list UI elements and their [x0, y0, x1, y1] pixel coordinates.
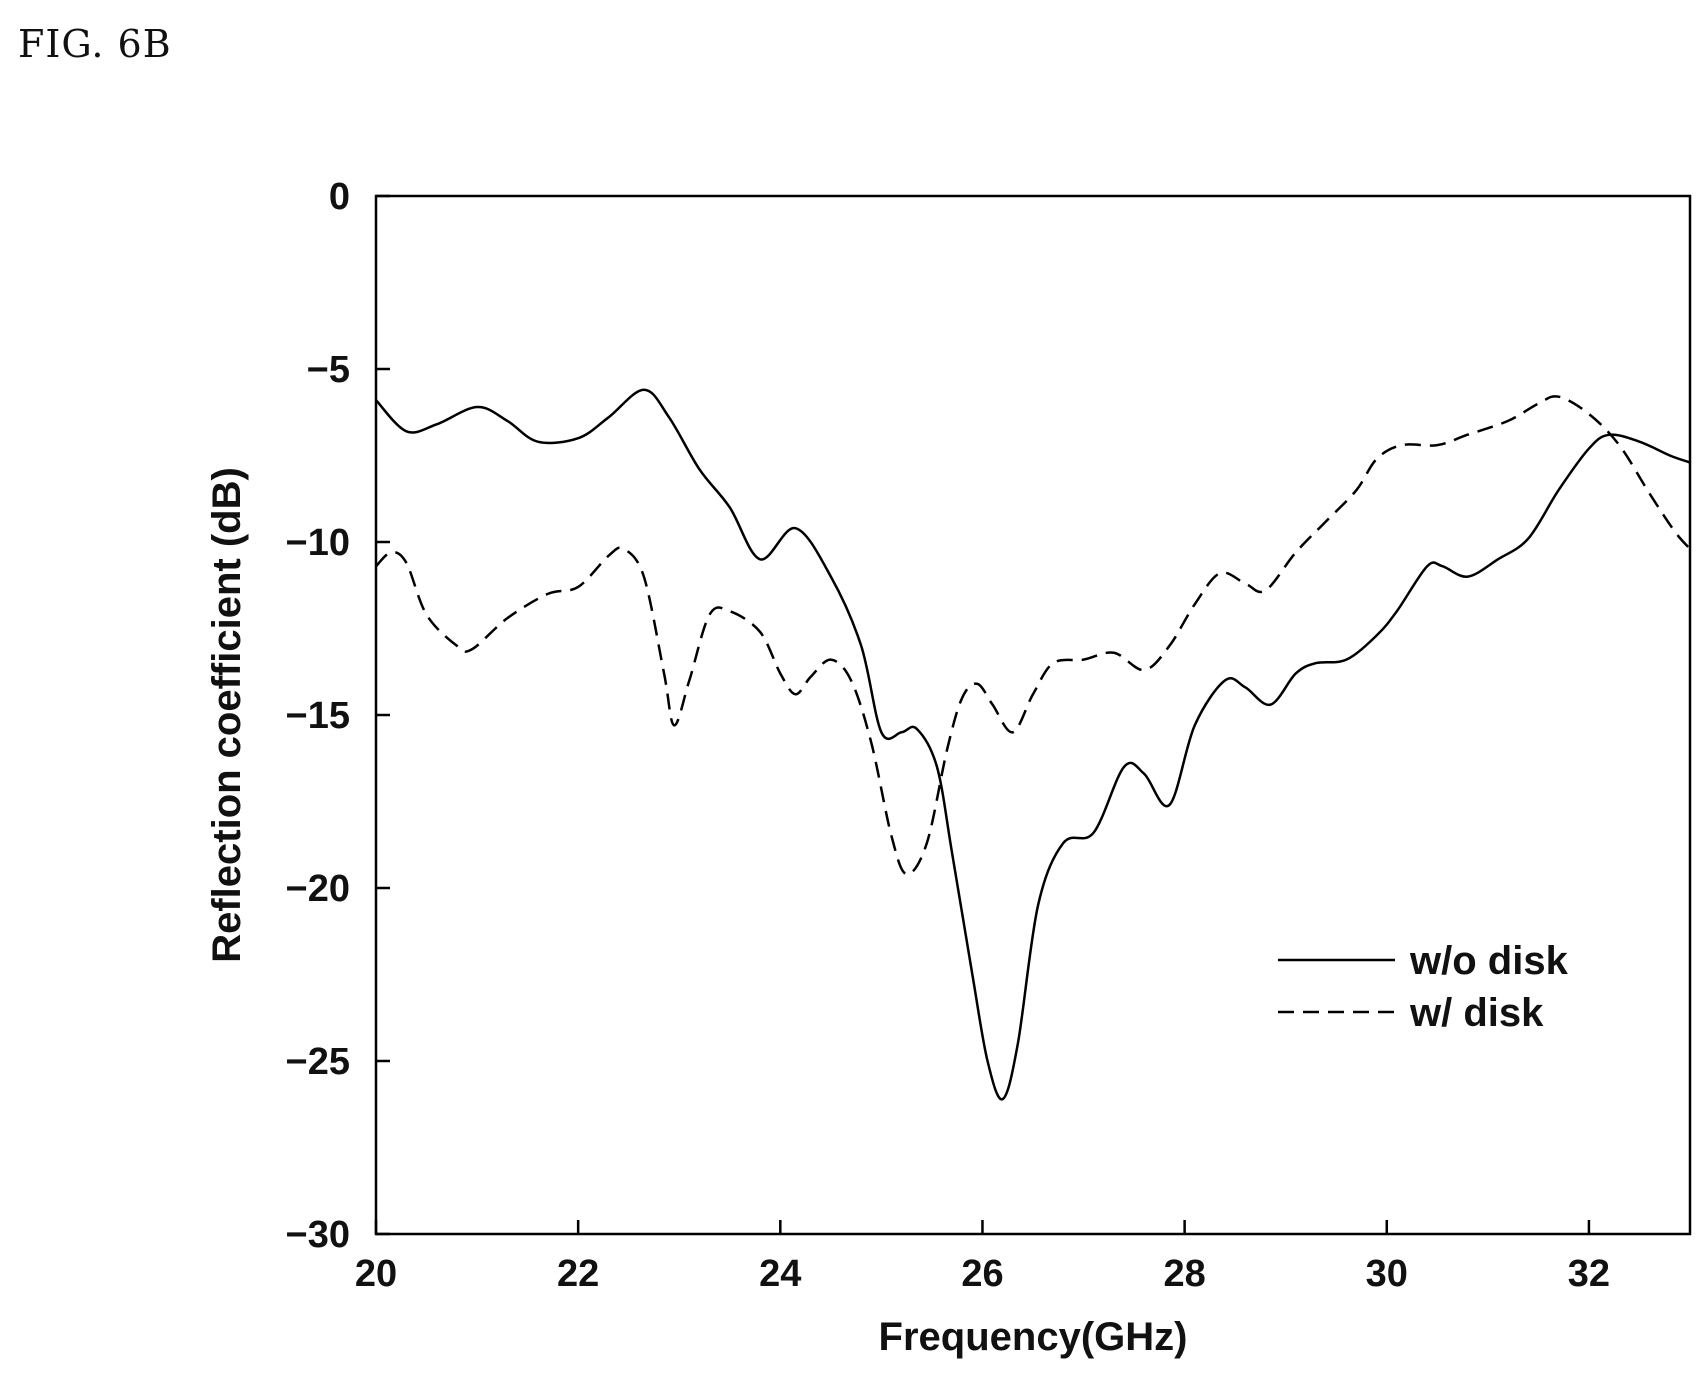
x-tick-label: 24 — [759, 1253, 801, 1295]
series-line-w-disk — [375, 395, 1691, 876]
plot-series — [375, 388, 1691, 1101]
figure-label: FIG. 6B — [18, 22, 172, 66]
legend: w/o disk w/ disk — [1278, 939, 1569, 1035]
x-tick-label: 30 — [1366, 1253, 1408, 1295]
y-tick-label: −20 — [286, 868, 350, 910]
x-axis-title: Frequency(GHz) — [879, 1315, 1188, 1359]
x-tick-label: 32 — [1568, 1253, 1610, 1295]
x-tick-label: 26 — [961, 1253, 1003, 1295]
x-tick-label: 22 — [557, 1253, 599, 1295]
axes: 20 22 24 26 28 30 32 0 −5 −10 −15 −20 −25 −30 — [286, 176, 1692, 1295]
legend-label-w-o-disk: w/o disk — [1409, 939, 1569, 983]
y-tick-label: −25 — [286, 1041, 350, 1083]
y-tick-label: −5 — [307, 349, 350, 391]
plot-frame — [374, 194, 1692, 1236]
series-line-w-o-disk — [375, 388, 1691, 1101]
x-tick-label: 20 — [355, 1253, 397, 1295]
legend-label-w-disk: w/ disk — [1409, 991, 1544, 1035]
x-tick-label: 28 — [1163, 1253, 1205, 1295]
y-tick-label: −30 — [286, 1214, 350, 1256]
y-tick-label: −15 — [286, 695, 350, 737]
y-axis-title: Reflection coefficient (dB) — [205, 467, 249, 963]
y-tick-label: 0 — [329, 176, 350, 218]
y-tick-label: −10 — [286, 522, 350, 564]
